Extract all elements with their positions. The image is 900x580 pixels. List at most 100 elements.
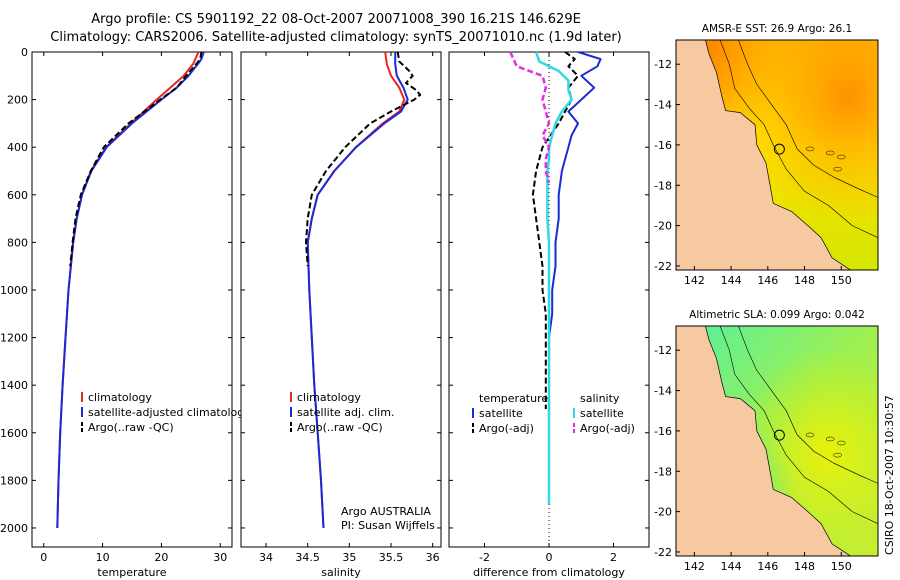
- reef-outline: [837, 154, 846, 160]
- legend-entry: Argo(-adj): [479, 422, 534, 435]
- legend-entry: satellite adj. clim.: [297, 406, 394, 419]
- x-tick-label: 30: [213, 551, 227, 564]
- reef-outline: [833, 452, 842, 458]
- y-tick-label: -14: [654, 385, 672, 398]
- y-tick-label: 200: [7, 94, 28, 107]
- y-tick-label: -14: [654, 99, 672, 112]
- series-line-2: [56, 51, 205, 529]
- salinity-panel: 34 34.5 35 35.5 36 salinity climatology satelli…: [240, 51, 442, 579]
- sst-map-panel: AMSR-E SST: 26.9 Argo: 26.1 142 144 146 148 1…: [654, 23, 879, 287]
- x-tick-label: 150: [831, 274, 852, 287]
- x-tick-label: 144: [721, 274, 742, 287]
- plot-area: [240, 51, 442, 548]
- x-tick-label: 148: [794, 274, 815, 287]
- land-mass: [676, 326, 852, 556]
- depth-contour-2: [738, 40, 878, 198]
- y-tick-label: 800: [7, 236, 28, 249]
- y-tick-label: 2000: [0, 522, 28, 535]
- y-tick-label: 1400: [0, 379, 28, 392]
- reef-outline: [837, 440, 846, 446]
- y-tick-label: 1000: [0, 284, 28, 297]
- figure-title-line1: Argo profile: CS 5901192_22 08-Oct-2007 …: [91, 12, 581, 27]
- y-tick-label: -22: [654, 546, 672, 559]
- y-tick-label: -12: [654, 58, 672, 71]
- x-tick-label: 0: [546, 551, 553, 564]
- x-tick-label: 142: [684, 274, 705, 287]
- series-line-3: [305, 51, 422, 267]
- y-tick-label: -20: [654, 220, 672, 233]
- legend-group-title: salinity: [580, 392, 620, 405]
- x-tick-label: 2: [610, 551, 617, 564]
- map-field: [676, 40, 878, 270]
- difference-panel: -2 0 2 difference from climatology temperatu…: [448, 51, 650, 579]
- depth-contour-2: [738, 326, 878, 484]
- legend-entry: climatology: [88, 391, 152, 404]
- legend-entry: satellite: [580, 407, 624, 420]
- x-axis-label: temperature: [97, 566, 166, 579]
- x-tick-label: -2: [479, 551, 490, 564]
- x-tick-label: 34: [259, 551, 273, 564]
- x-tick-label: 36: [426, 551, 440, 564]
- map-frame: [675, 39, 879, 271]
- y-tick-label: 1800: [0, 474, 28, 487]
- x-tick-label: 0: [40, 551, 47, 564]
- legend-entry: Argo(-adj): [580, 422, 635, 435]
- annotation-text: PI: Susan Wijffels: [341, 519, 435, 532]
- reef-outline: [826, 150, 835, 156]
- y-tick-label: -16: [654, 139, 672, 152]
- legend-entry: climatology: [297, 391, 361, 404]
- depth-contour-1: [719, 40, 878, 238]
- sla-map-panel: Altimetric SLA: 0.099 Argo: 0.042 142 144 1…: [654, 309, 879, 573]
- reef-outline: [826, 436, 835, 442]
- figure-title-line2: Climatology: CARS2006. Satellite-adjuste…: [50, 30, 622, 45]
- reef-outline: [805, 432, 815, 438]
- y-tick-label: -12: [654, 344, 672, 357]
- y-tick-label: -18: [654, 465, 672, 478]
- y-tick-label: 1200: [0, 332, 28, 345]
- temperature-panel: 0 200 400 600 800 1000 1200 1400 1600 1800 2000 0 10…: [0, 46, 251, 579]
- x-axis-label: difference from climatology: [473, 566, 625, 579]
- x-tick-label: 34.5: [295, 551, 320, 564]
- x-tick-label: 10: [96, 551, 110, 564]
- y-tick-label: -16: [654, 425, 672, 438]
- float-position-marker: [773, 429, 785, 441]
- legend-entry: satellite-adjusted climatology: [88, 406, 251, 419]
- x-tick-label: 146: [757, 560, 778, 573]
- x-tick-label: 148: [794, 560, 815, 573]
- map-field: [676, 326, 878, 556]
- y-tick-label: 1600: [0, 427, 28, 440]
- x-tick-label: 150: [831, 560, 852, 573]
- map-title: Altimetric SLA: 0.099 Argo: 0.042: [689, 309, 865, 321]
- x-axis-label: salinity: [321, 566, 361, 579]
- x-tick-label: 144: [721, 560, 742, 573]
- x-tick-label: 142: [684, 560, 705, 573]
- depth-contour-1: [719, 326, 878, 524]
- y-tick-label: -22: [654, 260, 672, 273]
- map-frame: [675, 325, 879, 557]
- legend-group-title: temperature: [479, 392, 548, 405]
- x-tick-label: 20: [154, 551, 168, 564]
- series-line-2: [306, 52, 409, 529]
- series-line-3: [534, 51, 573, 505]
- series-line-4: [509, 51, 551, 184]
- y-tick-label: 600: [7, 189, 28, 202]
- land-mass: [676, 40, 852, 270]
- legend-entry: Argo(..raw -QC): [297, 421, 383, 434]
- reef-outline: [805, 146, 815, 152]
- series-line-3: [69, 51, 203, 267]
- y-tick-label: 0: [21, 46, 28, 59]
- map-title: AMSR-E SST: 26.9 Argo: 26.1: [702, 23, 852, 35]
- float-position-marker: [773, 143, 785, 155]
- reef-outline: [833, 166, 842, 172]
- series-line-2: [531, 51, 579, 409]
- x-tick-label: 146: [757, 274, 778, 287]
- legend-entry: Argo(..raw -QC): [88, 421, 174, 434]
- timestamp-label: CSIRO 18-Oct-2007 10:30:57: [883, 395, 896, 555]
- x-tick-label: 35: [342, 551, 356, 564]
- y-tick-label: 400: [7, 141, 28, 154]
- legend-entry: satellite: [479, 407, 523, 420]
- plot-area: [31, 51, 233, 548]
- y-tick-label: -20: [654, 506, 672, 519]
- y-tick-label: -18: [654, 179, 672, 192]
